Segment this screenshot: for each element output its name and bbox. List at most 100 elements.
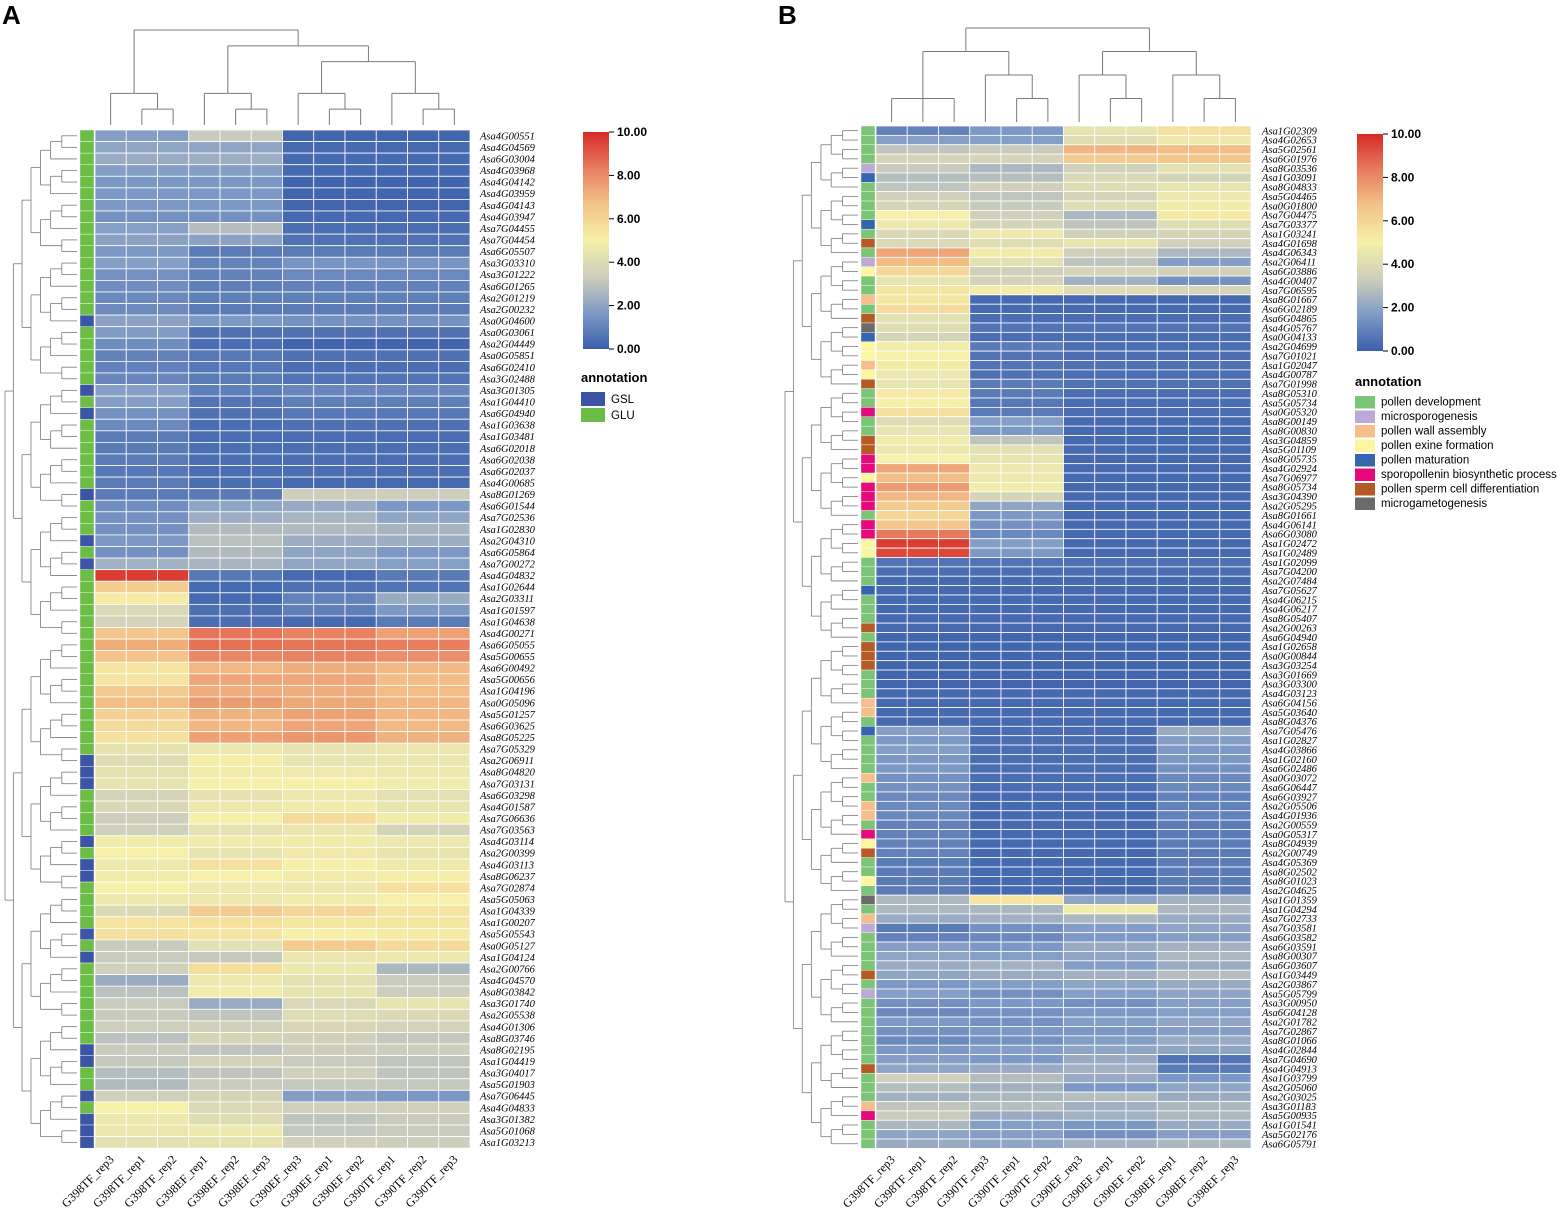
heatmap-cell: [1188, 247, 1221, 258]
heatmap-cell: [1094, 800, 1127, 812]
heatmap-cell: [438, 835, 471, 848]
heatmap-cell: [938, 632, 971, 643]
heatmap-cell: [407, 129, 440, 142]
heatmap-cell: [1156, 425, 1189, 436]
heatmap-cell: [1156, 913, 1189, 924]
heatmap-cell: [344, 465, 377, 478]
heatmap-cell: [1188, 1101, 1221, 1112]
heatmap-cell: [906, 622, 939, 633]
heatmap-cell: [938, 435, 971, 446]
heatmap-cell: [125, 835, 158, 848]
heatmap-cell: [407, 962, 440, 976]
heatmap-cell: [282, 939, 315, 952]
heatmap-cell: [1219, 153, 1252, 164]
heatmap-cell: [1125, 557, 1158, 568]
heatmap-cell: [1031, 219, 1064, 230]
heatmap-cell: [1188, 857, 1221, 868]
heatmap-cell: [250, 384, 283, 397]
heatmap-cell: [938, 1072, 971, 1084]
heatmap-cell: [157, 1113, 190, 1126]
heatmap-cell: [344, 256, 377, 270]
heatmap-cell: [407, 951, 440, 964]
heatmap-cell: [938, 716, 971, 727]
heatmap-cell: [219, 1043, 252, 1057]
heatmap-cell: [157, 303, 190, 316]
heatmap-cell: [1063, 1119, 1096, 1131]
heatmap-cell: [1000, 1026, 1033, 1037]
heatmap-cell: [94, 881, 127, 895]
heatmap-cell: [407, 488, 440, 501]
heatmap-cell: [344, 441, 377, 455]
annotation-cell: [860, 379, 876, 389]
heatmap-cell: [313, 823, 346, 837]
heatmap-cell: [938, 650, 971, 662]
heatmap-cell: [906, 285, 939, 296]
heatmap-cell: [188, 546, 221, 559]
heatmap-cell: [313, 881, 346, 895]
heatmap-cell: [94, 916, 127, 929]
heatmap-cell: [438, 557, 471, 571]
heatmap-cell: [1219, 622, 1252, 633]
heatmap-cell: [938, 904, 971, 915]
heatmap-cell: [313, 534, 346, 547]
heatmap-cell: [1219, 538, 1252, 549]
heatmap-cell: [188, 708, 221, 721]
heatmap-cell: [125, 418, 158, 432]
heatmap-cell: [1000, 172, 1033, 183]
heatmap-cell: [1188, 228, 1221, 239]
heatmap-cell: [969, 406, 1002, 418]
heatmap-cell: [157, 384, 190, 397]
heatmap-cell: [906, 791, 939, 802]
annotation-cell: [860, 482, 876, 493]
heatmap-cell: [1063, 913, 1096, 924]
annotation-cell: [860, 360, 876, 371]
heatmap-cell: [906, 482, 939, 493]
heatmap-cell: [94, 754, 127, 767]
heatmap-cell: [219, 372, 252, 385]
heatmap-cell: [125, 765, 158, 779]
heatmap-cell: [188, 939, 221, 952]
heatmap-cell: [1125, 1101, 1158, 1112]
legend-label: pollen development: [1381, 397, 1482, 409]
heatmap-cell: [1094, 491, 1127, 502]
heatmap-cell: [1156, 463, 1189, 474]
heatmap-cell: [938, 819, 971, 830]
heatmap-cell: [1063, 885, 1096, 896]
heatmap-cell: [1094, 641, 1127, 652]
annotation-cell: [79, 696, 95, 709]
heatmap-cell: [1031, 922, 1064, 934]
row-label: Asa6G03298: [479, 791, 536, 802]
annotation-cell: [860, 294, 876, 305]
legend-label: pollen sperm cell differentiation: [1381, 484, 1539, 496]
heatmap-cell: [1125, 491, 1158, 502]
heatmap-cell: [1031, 707, 1064, 718]
heatmap-cell: [1031, 1072, 1064, 1084]
heatmap-cell: [1031, 885, 1064, 896]
heatmap-cell: [344, 881, 377, 895]
heatmap-cell: [407, 233, 440, 247]
heatmap-cell: [1000, 885, 1033, 896]
row-label: Asa5G04465: [1261, 192, 1317, 203]
heatmap-cell: [407, 800, 440, 814]
annotation-cell: [79, 164, 95, 177]
heatmap-cell: [1156, 1082, 1189, 1093]
heatmap-cell: [94, 546, 127, 559]
heatmap-cell: [313, 349, 346, 362]
heatmap-cell: [375, 812, 408, 825]
annotation-cell: [79, 928, 95, 941]
heatmap-cell: [1063, 603, 1096, 615]
heatmap-cell: [188, 569, 221, 582]
heatmap-cell: [1125, 585, 1158, 596]
row-label: Asa1G02830: [479, 525, 536, 536]
heatmap-cell: [344, 141, 377, 154]
heatmap-cell: [1063, 641, 1096, 652]
heatmap-cell: [1156, 397, 1189, 408]
heatmap-cell: [438, 546, 471, 559]
heatmap-cell: [1125, 744, 1158, 755]
heatmap-cell: [1125, 819, 1158, 830]
heatmap-cell: [282, 557, 315, 571]
heatmap-cell: [1125, 660, 1158, 671]
heatmap-cell: [282, 349, 315, 362]
heatmap-cell: [407, 1066, 440, 1080]
row-label: Asa4G03959: [479, 189, 536, 200]
